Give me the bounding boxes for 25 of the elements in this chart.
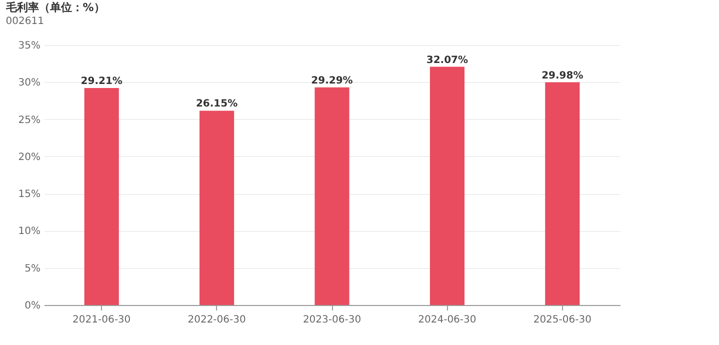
y-tick-label: 20% (18, 152, 40, 163)
x-tick-label: 2024-06-30 (418, 314, 476, 326)
data-label: 29.21% (80, 76, 122, 88)
x-tick-label: 2021-06-30 (72, 314, 131, 326)
y-tick-label: 30% (18, 78, 40, 89)
y-tick-label: 5% (24, 263, 40, 274)
chart-subtitle: 002611 (6, 16, 44, 27)
data-label: 26.15% (196, 98, 238, 110)
bar (430, 66, 464, 305)
data-label: 29.98% (542, 70, 584, 82)
bar (545, 82, 580, 305)
x-tick-label: 2023-06-30 (302, 314, 362, 326)
data-label: 32.07% (426, 54, 468, 66)
x-tick-label: 2022-06-30 (188, 314, 246, 326)
x-tick-label: 2025-06-30 (533, 314, 592, 326)
y-tick-label: 35% (18, 40, 40, 52)
y-tick-label: 25% (18, 114, 40, 126)
y-tick-label: 0% (24, 300, 40, 312)
y-tick-label: 10% (18, 226, 40, 238)
chart-title: 毛利率（单位：%） (4, 1, 105, 14)
y-tick-label: 15% (18, 189, 40, 200)
bar (200, 110, 234, 305)
data-label: 29.29% (311, 75, 353, 86)
bar (314, 87, 350, 305)
bar (84, 88, 119, 305)
